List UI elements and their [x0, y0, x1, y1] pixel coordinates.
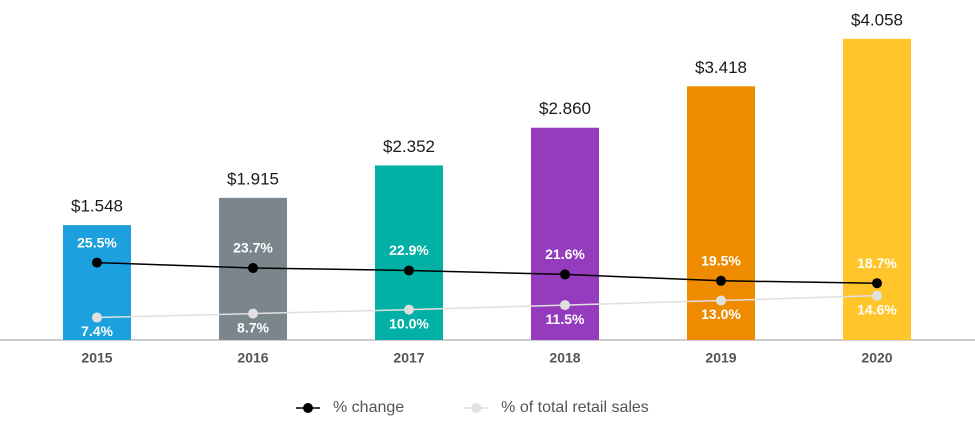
line [96, 294, 878, 319]
value-label: 8.7% [237, 319, 269, 335]
value-label: 14.6% [857, 301, 897, 317]
line-point [248, 263, 258, 274]
value-label: 25.5% [77, 234, 117, 250]
line-point [404, 304, 414, 315]
legend-marker [471, 403, 482, 413]
value-label: 18.7% [857, 255, 897, 271]
line [96, 261, 878, 284]
value-label: $4.058 [851, 10, 903, 29]
value-label: 19.5% [701, 252, 741, 268]
x-tick-label: 2017 [393, 350, 424, 366]
value-label: $1.915 [227, 169, 279, 188]
line-point [404, 265, 414, 276]
legend-label: % of total retail sales [501, 399, 649, 416]
value-label: $1.548 [71, 197, 123, 216]
bar [843, 38, 911, 341]
line-point [248, 308, 258, 319]
line-point [560, 269, 570, 280]
value-label: $2.860 [539, 99, 591, 118]
line-point [92, 257, 102, 268]
value-label: 22.9% [389, 242, 429, 258]
x-tick-label: 2016 [237, 350, 268, 366]
value-label: 13.0% [701, 306, 741, 322]
value-label: 21.6% [545, 246, 585, 262]
x-tick-label: 2020 [861, 350, 892, 366]
value-label: 7.4% [81, 323, 113, 339]
x-tick-label: 2019 [705, 350, 736, 366]
value-label: $2.352 [383, 137, 435, 156]
legend-label: % change [333, 399, 404, 416]
line-point [92, 312, 102, 323]
value-label: 11.5% [546, 311, 585, 327]
x-tick-label: 2018 [549, 350, 580, 366]
line-point [716, 275, 726, 286]
line-point [560, 300, 570, 311]
value-label: 10.0% [389, 315, 429, 331]
line-point [872, 290, 882, 301]
line-point [716, 295, 726, 306]
line-point [872, 278, 882, 289]
legend-marker [303, 403, 313, 413]
value-label: 23.7% [233, 240, 273, 256]
x-tick-label: 2015 [81, 350, 112, 366]
value-label: $3.418 [695, 58, 747, 77]
